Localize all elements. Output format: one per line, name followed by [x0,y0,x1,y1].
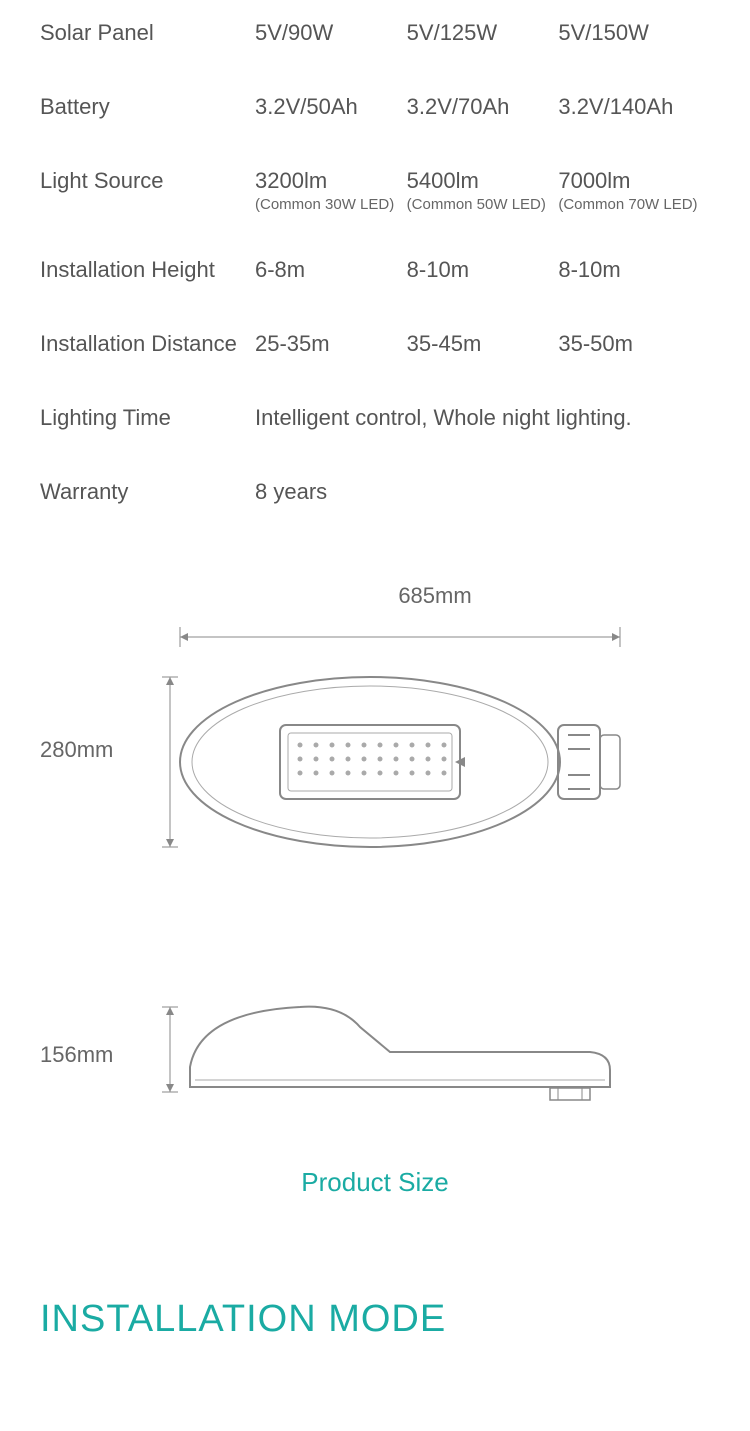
spec-value-full: Intelligent control, Whole night lightin… [255,405,632,431]
spec-subvalue: (Common 70W LED) [558,196,710,213]
spec-label: Lighting Time [40,405,255,431]
spec-value: 5V/90W [255,20,407,46]
spec-label: Battery [40,94,255,120]
spec-row: Solar Panel 5V/90W 5V/125W 5V/150W [40,20,710,46]
side-view-drawing [160,982,640,1122]
spec-value: 3.2V/70Ah [407,94,559,120]
section-heading-installation-mode: INSTALLATION MODE [0,1198,750,1361]
spec-row: Installation Height 6-8m 8-10m 8-10m [40,257,710,283]
spec-label: Solar Panel [40,20,255,46]
side-view-row: 156mm [40,982,710,1127]
spec-value: 3200lm [255,168,407,194]
spec-value-full: 8 years [255,479,327,505]
spec-subvalue: (Common 30W LED) [255,196,407,213]
spec-value: 8-10m [407,257,559,283]
spec-label: Installation Distance [40,331,255,357]
dimension-width-label: 685mm [160,583,710,609]
spec-row: Warranty 8 years [40,479,710,505]
spec-value: 35-45m [407,331,559,357]
spec-label: Warranty [40,479,255,505]
spec-value: 5400lm [407,168,559,194]
spec-value: 35-50m [558,331,710,357]
spec-label: Installation Height [40,257,255,283]
spec-label: Light Source [40,168,255,194]
top-view-row: 280mm [40,617,710,882]
spec-subvalue: (Common 50W LED) [407,196,559,213]
spec-row: Light Source 3200lm (Common 30W LED) 540… [40,168,710,213]
diagram-caption: Product Size [40,1167,710,1198]
spec-row: Installation Distance 25-35m 35-45m 35-5… [40,331,710,357]
spec-row: Lighting Time Intelligent control, Whole… [40,405,710,431]
top-view-drawing [160,617,640,877]
spec-row: Battery 3.2V/50Ah 3.2V/70Ah 3.2V/140Ah [40,94,710,120]
spec-value: 25-35m [255,331,407,357]
spec-value: 8-10m [558,257,710,283]
spec-value: 6-8m [255,257,407,283]
spec-value: 5V/150W [558,20,710,46]
spec-value: 5V/125W [407,20,559,46]
dimension-height-label: 280mm [40,737,160,763]
dimension-depth-label: 156mm [40,1042,160,1068]
spec-value: 3.2V/140Ah [558,94,710,120]
spec-value: 7000lm [558,168,710,194]
spec-value: 3.2V/50Ah [255,94,407,120]
spec-table: Solar Panel 5V/90W 5V/125W 5V/150W Batte… [0,0,750,505]
product-size-diagram: 685mm 280mm [0,553,750,1198]
